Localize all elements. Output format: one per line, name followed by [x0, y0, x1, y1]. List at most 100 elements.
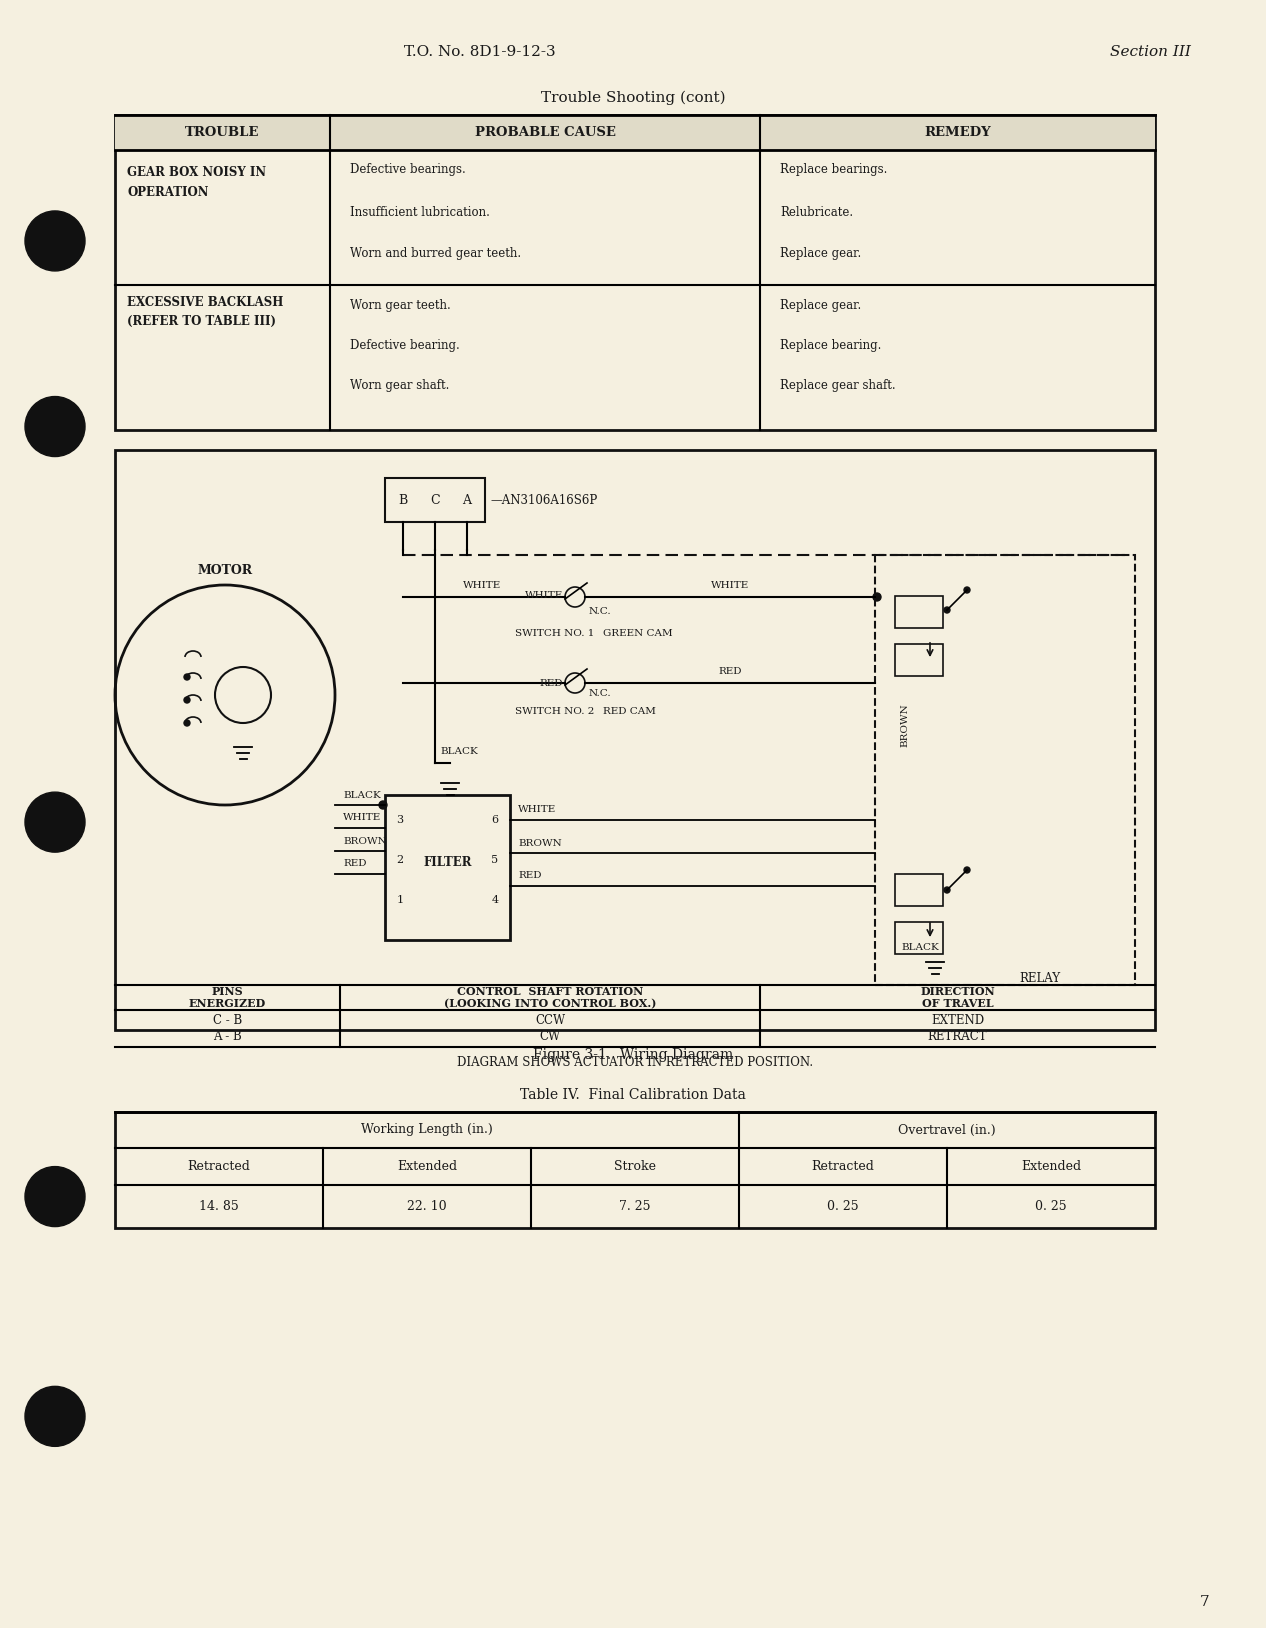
Text: B: B	[399, 493, 408, 506]
Text: 14. 85: 14. 85	[199, 1200, 239, 1213]
Text: WHITE: WHITE	[463, 581, 501, 591]
Text: Retracted: Retracted	[187, 1161, 251, 1174]
Text: Table IV.  Final Calibration Data: Table IV. Final Calibration Data	[520, 1088, 746, 1102]
Text: 6: 6	[491, 816, 499, 825]
Text: BLACK: BLACK	[343, 791, 381, 799]
Text: (REFER TO TABLE III): (REFER TO TABLE III)	[127, 314, 276, 327]
Text: RED CAM: RED CAM	[603, 707, 656, 715]
Text: EXCESSIVE BACKLASH: EXCESSIVE BACKLASH	[127, 296, 284, 309]
Bar	[895, 596, 943, 628]
Circle shape	[944, 887, 950, 894]
Text: C - B
A - B: C - B A - B	[213, 1014, 242, 1042]
Text: Relubricate.: Relubricate.	[780, 205, 853, 218]
Text: PROBABLE CAUSE: PROBABLE CAUSE	[475, 125, 615, 138]
Bar	[895, 645, 943, 676]
Text: Insufficient lubrication.: Insufficient lubrication.	[349, 205, 490, 218]
Circle shape	[944, 607, 950, 614]
Text: Figure 3-1.  Wiring Diagram: Figure 3-1. Wiring Diagram	[533, 1048, 733, 1061]
Text: Extended: Extended	[398, 1161, 457, 1174]
Text: TROUBLE: TROUBLE	[185, 125, 260, 138]
Bar	[895, 874, 943, 907]
Text: N.C.: N.C.	[589, 689, 611, 697]
Text: BROWN: BROWN	[900, 703, 909, 747]
Bar	[895, 921, 943, 954]
Text: CONTROL  SHAFT ROTATION
(LOOKING INTO CONTROL BOX.): CONTROL SHAFT ROTATION (LOOKING INTO CON…	[444, 985, 656, 1009]
Text: C: C	[430, 493, 439, 506]
Text: T.O. No. 8D1-9-12-3: T.O. No. 8D1-9-12-3	[404, 46, 556, 59]
Text: WHITE: WHITE	[518, 806, 556, 814]
Text: Defective bearing.: Defective bearing.	[349, 339, 460, 352]
Text: Replace gear.: Replace gear.	[780, 247, 861, 260]
Text: SWITCH NO. 1: SWITCH NO. 1	[515, 628, 594, 638]
Bar	[115, 116, 1155, 150]
Text: Replace gear shaft.: Replace gear shaft.	[780, 378, 895, 391]
Text: 4: 4	[491, 895, 499, 905]
Text: Section III: Section III	[1109, 46, 1190, 59]
Text: Replace bearings.: Replace bearings.	[780, 163, 887, 176]
Text: A: A	[462, 493, 471, 506]
Circle shape	[184, 674, 190, 681]
Text: 7. 25: 7. 25	[619, 1200, 651, 1213]
Text: EXTEND
RETRACT: EXTEND RETRACT	[928, 1014, 987, 1042]
Text: Replace bearing.: Replace bearing.	[780, 339, 881, 352]
Text: Overtravel (in.): Overtravel (in.)	[898, 1123, 996, 1136]
Circle shape	[963, 868, 970, 873]
Circle shape	[379, 801, 387, 809]
Text: BLACK: BLACK	[441, 747, 477, 755]
Circle shape	[25, 1167, 85, 1226]
Text: RED: RED	[518, 871, 542, 881]
Bar	[115, 116, 1155, 430]
Text: RED: RED	[343, 860, 366, 868]
Text: GEAR BOX NOISY IN: GEAR BOX NOISY IN	[127, 166, 266, 179]
Text: OPERATION: OPERATION	[127, 186, 209, 199]
Text: Extended: Extended	[1020, 1161, 1081, 1174]
Circle shape	[25, 1387, 85, 1446]
Circle shape	[184, 720, 190, 726]
Text: SWITCH NO. 2: SWITCH NO. 2	[515, 707, 594, 715]
Circle shape	[963, 588, 970, 593]
Text: 2: 2	[396, 855, 404, 864]
Text: WHITE: WHITE	[343, 814, 381, 822]
Circle shape	[25, 212, 85, 270]
Text: BROWN: BROWN	[518, 838, 562, 848]
Text: Worn and burred gear teeth.: Worn and burred gear teeth.	[349, 247, 522, 260]
Text: Defective bearings.: Defective bearings.	[349, 163, 466, 176]
Text: Worn gear teeth.: Worn gear teeth.	[349, 298, 451, 311]
Bar	[385, 794, 510, 939]
Text: —AN3106A16S6P: —AN3106A16S6P	[490, 493, 598, 506]
Text: BLACK: BLACK	[901, 944, 939, 952]
Text: PINS
ENERGIZED: PINS ENERGIZED	[189, 985, 266, 1009]
Text: BROWN: BROWN	[343, 837, 386, 845]
Text: MOTOR: MOTOR	[197, 565, 252, 578]
Text: DIRECTION
OF TRAVEL: DIRECTION OF TRAVEL	[920, 985, 995, 1009]
Text: Stroke: Stroke	[614, 1161, 656, 1174]
Text: REMEDY: REMEDY	[924, 125, 991, 138]
Text: 7: 7	[1200, 1595, 1210, 1608]
Text: 5: 5	[491, 855, 499, 864]
Text: CCW
CW: CCW CW	[536, 1014, 565, 1042]
Text: Trouble Shooting (cont): Trouble Shooting (cont)	[541, 91, 725, 106]
Bar	[875, 555, 1136, 985]
Text: GREEN CAM: GREEN CAM	[603, 628, 672, 638]
Circle shape	[184, 697, 190, 703]
Text: RED: RED	[718, 666, 742, 676]
Bar	[115, 1112, 1155, 1228]
Circle shape	[25, 793, 85, 851]
Text: Retracted: Retracted	[812, 1161, 875, 1174]
Text: 0. 25: 0. 25	[827, 1200, 858, 1213]
Bar	[385, 479, 485, 523]
Text: RED: RED	[539, 679, 563, 687]
Text: Worn gear shaft.: Worn gear shaft.	[349, 378, 449, 391]
Text: 1: 1	[396, 895, 404, 905]
Text: WHITE: WHITE	[524, 591, 563, 599]
Text: RELAY: RELAY	[1019, 972, 1061, 985]
Text: N.C.: N.C.	[589, 607, 611, 615]
Text: 3: 3	[396, 816, 404, 825]
Text: DIAGRAM SHOWS ACTUATOR IN RETRACTED POSITION.: DIAGRAM SHOWS ACTUATOR IN RETRACTED POSI…	[457, 1057, 813, 1070]
Bar	[115, 449, 1155, 1031]
Text: Working Length (in.): Working Length (in.)	[361, 1123, 492, 1136]
Text: 0. 25: 0. 25	[1036, 1200, 1067, 1213]
Text: FILTER: FILTER	[423, 856, 472, 869]
Circle shape	[874, 593, 881, 601]
Text: Replace gear.: Replace gear.	[780, 298, 861, 311]
